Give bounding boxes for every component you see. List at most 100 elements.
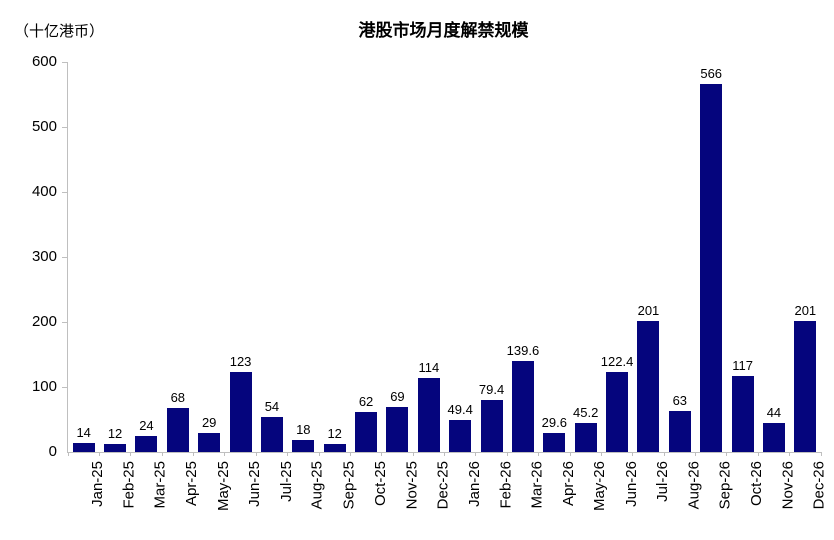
y-axis-tick-label: 0 [48,443,57,460]
bar-value-label: 14 [76,424,91,440]
x-axis-label-text: Jul-26 [653,461,671,502]
x-axis-label-text: Feb-25 [120,461,138,509]
bar-value-label: 201 [637,303,660,319]
bar [260,416,283,452]
x-axis-tick [130,452,132,456]
x-axis-tick [506,452,508,456]
x-axis-label-text: Jan-25 [89,461,107,507]
y-axis-tick [62,126,68,128]
bar-value-label: 68 [170,389,186,405]
x-axis-tick [569,452,571,456]
x-axis-tick [161,452,163,456]
x-axis-tick [663,452,665,456]
x-axis-label-text: Dec-26 [810,461,828,510]
bar [574,422,597,452]
x-axis-tick [475,452,477,456]
bar-value-label: 139.6 [506,343,540,359]
x-axis-tick [349,452,351,456]
bar-value-label: 54 [264,398,280,414]
bar [166,407,189,452]
y-axis-tick-label: 500 [31,118,57,135]
bar [449,419,472,452]
bar [794,321,817,452]
bar-value-label: 29 [201,415,217,431]
y-axis-tick [62,61,68,63]
bar [511,361,534,452]
y-axis-tick [62,321,68,323]
bar [668,411,691,452]
x-axis-label-text: Apr-26 [559,461,577,507]
y-axis-tick-label: 100 [31,378,57,395]
x-axis-tick [98,452,100,456]
bar-value-label: 45.2 [573,404,599,420]
x-axis-label-text: Jun-25 [246,461,264,507]
bar-value-label: 12 [327,426,342,442]
plot-area: 14 12 24 68 29 123 54 18 12 62 69 114 49.4 79.4 139.6 2… [62,61,822,456]
x-axis-tick [412,452,414,456]
y-axis-tick [62,191,68,193]
y-axis-unit-label: （十亿港币） [14,23,105,40]
bar [731,375,754,452]
x-axis-label-text: Mar-25 [151,461,169,509]
x-axis-label-text: Jan-26 [465,461,483,507]
bar-value-label: 24 [139,418,154,434]
x-axis-tick [224,452,226,456]
bar-value-label: 44 [766,405,782,421]
x-axis-tick [287,452,289,456]
bar-value-label: 114 [418,359,440,375]
x-axis-tick [381,452,383,456]
x-axis-tick [695,452,696,456]
x-axis-tick [193,452,194,456]
bar-value-label: 62 [358,393,374,409]
bar-value-label: 122.4 [600,354,634,370]
bar-value-label: 117 [732,357,753,373]
bar [480,400,503,452]
x-axis-tick [67,452,69,456]
bar [543,432,566,452]
y-axis-tick-label: 300 [31,248,57,265]
x-axis-tick [255,452,257,456]
x-axis-tick [318,452,320,456]
bar-value-label: 29.6 [541,414,567,430]
x-axis-label-text: May-25 [214,461,232,512]
bar [700,84,723,452]
bar-value-label: 18 [296,422,311,438]
bar [72,442,95,452]
x-axis-label-text: Jul-25 [277,461,295,502]
bar [198,433,221,452]
bar [104,444,127,452]
x-axis-label-text: Oct-26 [748,461,766,507]
x-axis-label-text: Apr-25 [183,461,201,507]
x-axis-label-text: Oct-25 [371,461,389,507]
x-axis-tick [444,452,445,456]
bar [135,436,158,452]
bar-value-label: 12 [107,426,123,442]
x-axis-label-text: Dec-25 [434,461,452,510]
x-axis-tick [757,452,759,456]
bar-value-label: 69 [390,389,405,405]
bar [637,321,660,452]
x-axis-label-text: Mar-26 [528,461,546,509]
bar-value-label: 123 [229,354,252,370]
x-axis-label-text: Aug-25 [308,461,326,510]
bar-value-label: 49.4 [447,401,473,417]
chart-title: 港股市场月度解禁规模 [358,21,529,40]
x-axis-label-text: Jun-26 [622,461,640,507]
y-axis-tick-label: 400 [31,183,57,200]
bar [606,372,629,452]
x-axis-tick [820,452,822,456]
x-axis-label-text: May-26 [591,461,609,512]
bar-value-label: 201 [794,303,817,319]
y-axis-tick [62,256,68,258]
x-axis-tick [538,452,540,456]
x-axis-label-text: Nov-26 [779,461,797,510]
bar-value-label: 79.4 [478,382,505,398]
bar [229,372,252,452]
bar [292,440,315,452]
bar [762,423,785,452]
x-axis-tick [789,452,791,456]
x-axis-label-text: Feb-26 [497,461,515,509]
y-axis-tick-label: 200 [31,313,57,330]
x-axis-label-text: Aug-26 [685,461,703,510]
y-axis-tick-label: 600 [31,53,57,70]
